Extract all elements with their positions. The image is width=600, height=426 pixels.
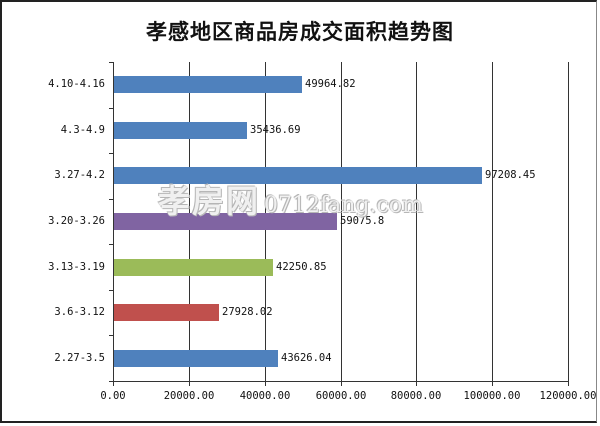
x-tick bbox=[189, 381, 190, 386]
x-tick-label: 60000.00 bbox=[315, 390, 367, 402]
x-tick bbox=[113, 381, 114, 386]
bar-value-label: 43626.04 bbox=[281, 352, 332, 364]
x-tick-label: 40000.00 bbox=[239, 390, 291, 402]
x-tick bbox=[416, 381, 417, 386]
bar-value-label: 97208.45 bbox=[485, 169, 536, 181]
y-tick bbox=[109, 381, 113, 382]
x-tick-label: 120000.00 bbox=[539, 390, 597, 402]
x-tick bbox=[492, 381, 493, 386]
gridline bbox=[492, 62, 493, 381]
x-tick-label: 20000.00 bbox=[163, 390, 215, 402]
bar bbox=[114, 76, 302, 93]
x-tick-label: 0.00 bbox=[100, 390, 126, 402]
gridline bbox=[341, 62, 342, 381]
category-label: 3.13-3.19 bbox=[48, 261, 105, 273]
bar bbox=[114, 213, 337, 230]
chart-title: 孝感地区商品房成交面积趋势图 bbox=[146, 19, 454, 44]
x-tick-label: 100000.00 bbox=[463, 390, 521, 402]
bar bbox=[114, 122, 247, 139]
y-axis bbox=[113, 62, 114, 381]
x-tick bbox=[341, 381, 342, 386]
category-label: 3.27-4.2 bbox=[54, 169, 105, 181]
y-tick bbox=[109, 290, 113, 291]
y-tick bbox=[109, 62, 113, 63]
bar-value-label: 59075.8 bbox=[340, 215, 385, 227]
category-label: 4.3-4.9 bbox=[60, 124, 105, 136]
gridline bbox=[416, 62, 417, 381]
y-tick bbox=[109, 153, 113, 154]
category-label: 4.10-4.16 bbox=[48, 78, 105, 90]
plot-area: 49964.82 35436.69 97208.45 59075.8 42250.85 2… bbox=[109, 62, 569, 386]
x-tick bbox=[265, 381, 266, 386]
bar bbox=[114, 304, 219, 321]
bar bbox=[114, 350, 278, 367]
gridline bbox=[568, 62, 569, 381]
y-tick bbox=[109, 108, 113, 109]
category-label: 3.6-3.12 bbox=[54, 306, 105, 318]
category-label: 3.20-3.26 bbox=[48, 215, 105, 227]
y-tick bbox=[109, 199, 113, 200]
y-tick bbox=[109, 244, 113, 245]
bar bbox=[114, 167, 482, 184]
bar-value-label: 27928.02 bbox=[222, 306, 273, 318]
bar bbox=[114, 259, 273, 276]
x-tick bbox=[568, 381, 569, 386]
y-tick bbox=[109, 335, 113, 336]
bar-value-label: 42250.85 bbox=[276, 261, 327, 273]
category-label: 2.27-3.5 bbox=[54, 352, 105, 364]
bar-value-label: 35436.69 bbox=[250, 124, 301, 136]
x-tick-label: 80000.00 bbox=[390, 390, 442, 402]
bar-value-label: 49964.82 bbox=[305, 78, 356, 90]
